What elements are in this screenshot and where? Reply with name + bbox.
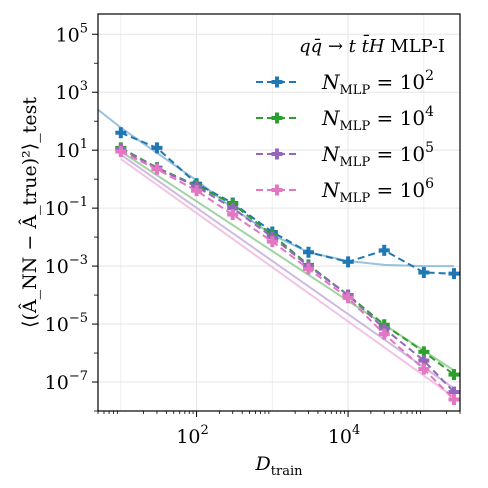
legend-label-1: NMLP = 104 — [321, 104, 434, 134]
x-axis-label-sub: train — [271, 464, 303, 479]
data-point — [418, 346, 430, 358]
data-point — [448, 386, 460, 398]
marker-bar-v — [306, 263, 311, 275]
marker-bar-v — [118, 127, 123, 139]
marker-bar-v — [452, 268, 457, 280]
data-point — [191, 185, 203, 197]
marker-bar-v — [306, 246, 311, 258]
legend-label-2: NMLP = 105 — [321, 140, 434, 170]
y-tick-label: 105 — [56, 21, 88, 46]
marker-bar-v — [452, 369, 457, 381]
series-lines — [115, 127, 460, 405]
marker-bar-v — [230, 209, 235, 221]
y-tick-label: 101 — [56, 137, 88, 162]
data-point — [342, 292, 354, 304]
marker-bar-v — [194, 185, 199, 197]
marker-bar-v — [382, 328, 387, 340]
data-point — [302, 263, 314, 275]
data-point — [227, 202, 239, 214]
series-line-3 — [120, 150, 455, 401]
data-point — [448, 369, 460, 381]
series-line-2 — [120, 148, 455, 393]
marker-bar-v — [275, 148, 279, 160]
marker-bar-v — [154, 142, 159, 154]
x-tick-label: 102 — [176, 423, 208, 448]
series-line-0 — [120, 131, 455, 275]
data-point — [378, 328, 390, 340]
y-tick-label: 10−1 — [45, 195, 88, 220]
data-point — [448, 393, 460, 405]
legend: qq̄ → t t̄H MLP-I NMLP = 102 NMLP = 104 NML… — [256, 33, 445, 206]
data-point — [418, 363, 430, 375]
legend-title: qq̄ → t t̄H MLP-I — [299, 33, 445, 57]
fit-line-3 — [120, 158, 455, 398]
data-point — [342, 256, 354, 268]
marker-bar-v — [382, 323, 387, 335]
fit-line-2 — [120, 153, 455, 390]
data-point — [151, 163, 163, 175]
marker-bar-v — [346, 292, 351, 304]
data-point — [302, 246, 314, 258]
legend-marker-0 — [271, 76, 283, 88]
y-tick-label: 103 — [56, 79, 88, 104]
legend-marker-3 — [271, 184, 283, 196]
y-tick-label: 10−7 — [45, 369, 88, 394]
data-point — [266, 236, 278, 248]
legend-label-0: NMLP = 102 — [321, 68, 434, 98]
marker-bar-v — [275, 76, 279, 88]
marker-bar-v — [421, 346, 426, 358]
marker-bar-v — [275, 184, 279, 196]
marker-bar-v — [382, 244, 387, 256]
legend-marker-2 — [271, 148, 283, 160]
data-point — [115, 127, 127, 139]
marker-bar-v — [421, 363, 426, 375]
plot-frame — [97, 13, 461, 412]
data-point — [378, 323, 390, 335]
x-axis-label: Dtrain — [255, 453, 304, 479]
marker-bar-v — [421, 267, 426, 279]
data-point — [115, 146, 127, 158]
data-point — [448, 268, 460, 280]
data-point — [378, 244, 390, 256]
axis-ticks: 102 104 105 103 101 10−1 10−3 10−5 10−7 — [45, 21, 461, 448]
series-line-1 — [120, 147, 455, 376]
marker-bar-v — [346, 256, 351, 268]
marker-bar-v — [118, 146, 123, 158]
marker-bar-v — [421, 355, 426, 367]
x-tick-label: 104 — [328, 423, 360, 448]
data-point — [418, 355, 430, 367]
legend-label-3: NMLP = 106 — [321, 176, 434, 206]
marker-bar-v — [230, 202, 235, 214]
marker-bar-v — [275, 112, 279, 124]
y-tick-label: 10−5 — [45, 311, 88, 336]
y-tick-label: 10−3 — [45, 253, 88, 278]
marker-bar-v — [452, 393, 457, 405]
data-point — [151, 142, 163, 154]
marker-bar-v — [270, 236, 275, 248]
marker-bar-v — [452, 386, 457, 398]
marker-bar-v — [154, 163, 159, 175]
legend-marker-1 — [271, 112, 283, 124]
data-point — [418, 267, 430, 279]
x-axis-label-base: D — [255, 453, 271, 475]
data-point — [227, 209, 239, 221]
y-axis-label: ⟨(Â_NN − Â_true)²⟩_test — [18, 97, 41, 328]
